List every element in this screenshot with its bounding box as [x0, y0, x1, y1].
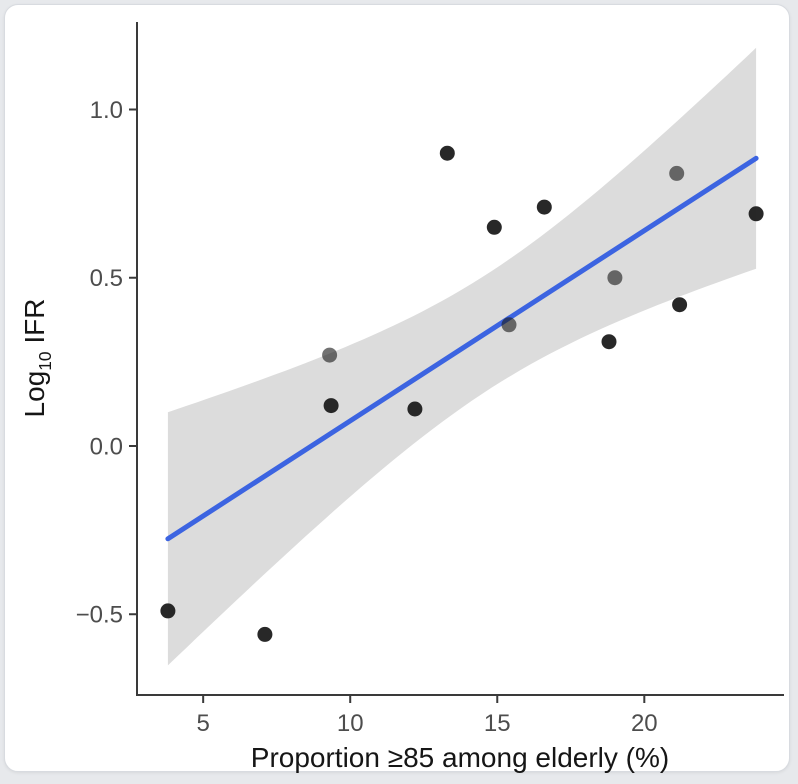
data-point — [748, 206, 764, 222]
data-point — [160, 603, 176, 619]
data-point — [257, 626, 273, 642]
y-axis-ticks: −0.5 0.0 0.5 1.0 — [76, 97, 137, 629]
y-title-subscript: 10 — [35, 351, 55, 370]
data-points — [160, 145, 764, 642]
data-point — [486, 219, 502, 235]
y-tick-label: 0.0 — [90, 433, 123, 460]
x-axis-ticks: 5 10 15 20 — [196, 695, 658, 737]
data-point — [536, 199, 552, 215]
y-title-suffix: IFR — [19, 299, 50, 352]
data-point — [407, 401, 423, 417]
data-point — [323, 398, 339, 414]
data-point — [672, 297, 688, 313]
regression-line — [165, 155, 759, 542]
y-axis-title: Log10 IFR — [19, 299, 55, 418]
x-tick-label: 5 — [196, 710, 209, 737]
x-tick-label: 10 — [337, 710, 364, 737]
y-title-prefix: Log — [19, 371, 50, 418]
data-point — [669, 165, 685, 181]
data-point — [601, 334, 617, 350]
confidence-band — [167, 47, 757, 666]
data-point — [607, 270, 623, 286]
y-tick-label: 0.5 — [90, 265, 123, 292]
x-tick-label: 15 — [484, 710, 511, 737]
y-tick-label: 1.0 — [90, 97, 123, 124]
data-point — [439, 145, 455, 161]
data-point — [501, 317, 517, 333]
x-axis-title: Proportion ≥85 among elderly (%) — [251, 742, 669, 773]
y-tick-label: −0.5 — [76, 602, 123, 629]
x-tick-label: 20 — [631, 710, 658, 737]
data-point — [322, 347, 338, 363]
